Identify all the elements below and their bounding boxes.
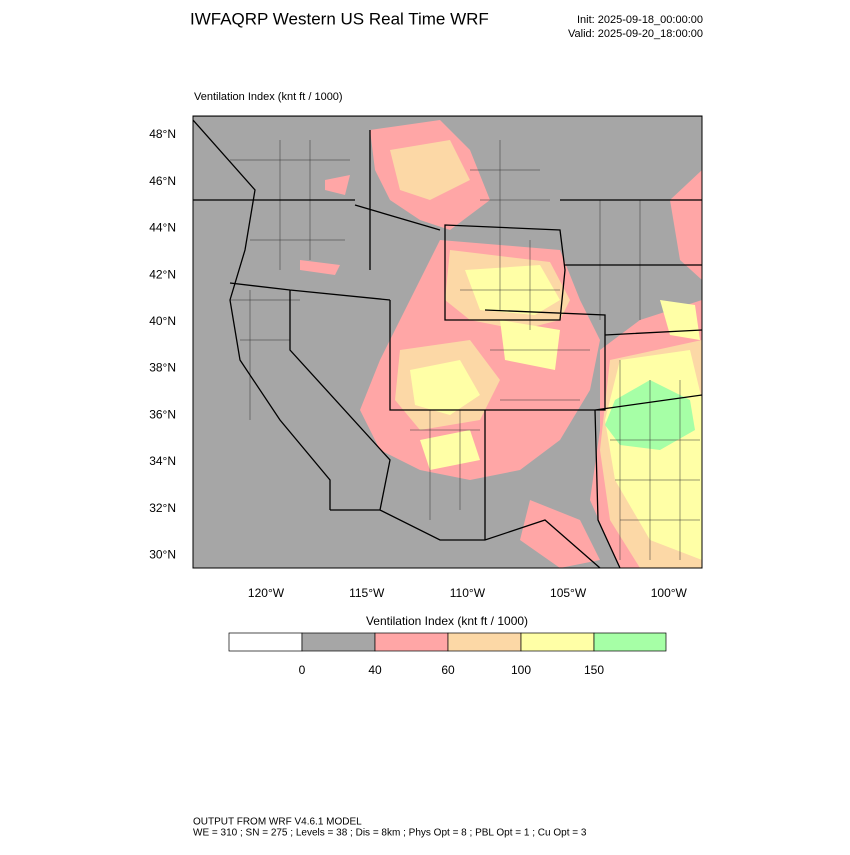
longitude-label: 110°W xyxy=(450,586,486,600)
colorbar xyxy=(228,632,667,652)
latitude-label: 42°N xyxy=(149,267,176,281)
longitude-label: 105°W xyxy=(550,586,587,600)
colorbar-labels: 0 40 60 100 150 xyxy=(299,663,605,677)
colorbar-title: Ventilation Index (knt ft / 1000) xyxy=(366,614,528,628)
title: IWFAQRP Western US Real Time WRF xyxy=(190,9,489,28)
longitude-labels: 120°W 115°W 110°W 105°W 100°W xyxy=(248,586,688,600)
latitude-label: 38°N xyxy=(149,361,176,375)
colorbar-label: 0 xyxy=(299,663,306,677)
colorbar-label: 60 xyxy=(441,663,455,677)
latitude-label: 34°N xyxy=(149,454,176,468)
longitude-label: 115°W xyxy=(349,586,385,600)
footer-line: WE = 310 ; SN = 275 ; Levels = 38 ; Dis … xyxy=(193,828,587,839)
init-time: Init: 2025-09-18_00:00:00 xyxy=(577,14,703,26)
latitude-label: 40°N xyxy=(149,314,176,328)
latitude-label: 48°N xyxy=(149,127,176,141)
latitude-label: 36°N xyxy=(149,407,176,421)
latitude-label: 46°N xyxy=(149,174,176,188)
latitude-label: 44°N xyxy=(149,221,176,235)
footer-line: OUTPUT FROM WRF V4.6.1 MODEL xyxy=(193,817,362,828)
colorbar-label: 150 xyxy=(584,663,604,677)
map xyxy=(192,115,703,569)
latitude-label: 30°N xyxy=(149,547,176,561)
longitude-label: 120°W xyxy=(248,586,285,600)
latitude-label: 32°N xyxy=(149,501,176,515)
colorbar-label: 100 xyxy=(511,663,531,677)
longitude-label: 100°W xyxy=(651,586,688,600)
plot-subtitle: Ventilation Index (knt ft / 1000) xyxy=(194,91,343,103)
latitude-labels: 48°N 46°N 44°N 42°N 40°N 38°N 36°N 34°N 32°N 30°N xyxy=(149,127,176,561)
colorbar-label: 40 xyxy=(368,663,382,677)
valid-time: Valid: 2025-09-20_18:00:00 xyxy=(568,28,703,40)
